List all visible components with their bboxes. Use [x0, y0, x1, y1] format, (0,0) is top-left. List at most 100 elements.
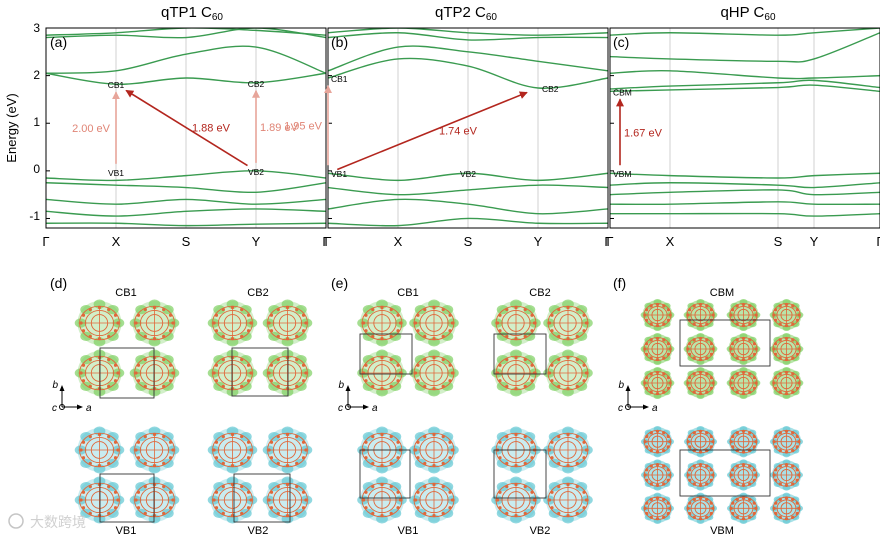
structure-labels: CB1 CB2 VB1 VB2 CB1 CB2 VB1 VB2 CBM VBM: [115, 287, 734, 537]
structure-block: [207, 299, 313, 397]
band-point-label: CB1: [331, 74, 348, 84]
fullerene-cage: [262, 349, 313, 397]
fullerene-cage: [726, 459, 761, 491]
structure-block: [74, 299, 180, 399]
fullerene-cage: [491, 299, 541, 347]
struct-label-d-vb1: VB1: [116, 525, 137, 537]
struct-label-d-cb2: CB2: [247, 287, 268, 299]
axis-a-label-d: a: [86, 403, 92, 414]
fullerene-cage: [640, 367, 675, 399]
unit-cell: [359, 333, 413, 375]
axis-a-arrowhead-d: [77, 404, 83, 410]
band-series-1: [46, 208, 326, 217]
band-series-7: [610, 70, 880, 80]
band-series-3: [610, 182, 880, 189]
band-series-0: [610, 212, 880, 217]
band-lines: [610, 28, 880, 217]
band-series-4: [328, 57, 608, 89]
fullerene-cage: [357, 299, 407, 347]
y-tick-0: 0: [33, 162, 40, 176]
direct-gap-label: 1.67 eV: [624, 127, 663, 139]
fullerene-cage: [357, 476, 407, 524]
fullerene-cage: [74, 349, 125, 397]
band-point-label: CB2: [542, 84, 559, 94]
fullerene-cage: [683, 299, 718, 331]
axis-c-dot-e: [345, 404, 351, 410]
band-series-5: [610, 84, 880, 93]
band-series-6: [328, 32, 608, 41]
struct-label-e-cb2: CB2: [529, 287, 550, 299]
band-point-label: CB2: [248, 79, 265, 89]
band-series-4: [610, 172, 880, 179]
panel-label-b: (b): [331, 34, 348, 50]
band-series-4: [46, 170, 326, 182]
y-axis-label: Energy (eV): [4, 93, 19, 162]
fullerene-cage: [207, 476, 258, 524]
axis-b-arrowhead-f: [625, 385, 631, 391]
band-series-0: [328, 217, 608, 227]
direct-gap-label: 1.89 eV: [260, 122, 299, 134]
watermark-text: 大数跨境: [30, 514, 86, 530]
x-tick-label: X: [112, 234, 121, 249]
fullerene-cage: [262, 426, 313, 474]
x-tick-label: Γ: [606, 234, 613, 249]
band-series-1: [328, 198, 608, 215]
band-series-6: [610, 79, 880, 90]
x-tick-label: Y: [810, 234, 819, 249]
x-tick-label: Γ: [876, 234, 880, 249]
structure-block: [74, 426, 180, 524]
x-tick-label: Y: [252, 234, 261, 249]
band-series-2: [610, 189, 880, 196]
axis-a-label-e: a: [372, 403, 378, 414]
unit-cell: [493, 449, 547, 499]
fullerene-cage: [726, 333, 761, 365]
band-point-label: VBM: [613, 169, 631, 179]
unit-cell: [231, 347, 289, 397]
band-panel-c: Γ X S Y Γ CBM VBM 1.67 eV: [606, 27, 880, 249]
unit-cell: [99, 347, 155, 399]
band-series-5: [328, 45, 608, 72]
band-lines: [46, 28, 326, 227]
fullerene-cage: [769, 492, 804, 525]
fullerene-cage: [129, 349, 180, 397]
direct-gap-label: 1.95 eV: [284, 121, 323, 133]
band-series-2: [328, 184, 608, 196]
fullerene-cage: [726, 425, 761, 458]
fullerene-cage: [207, 299, 258, 347]
unit-cell: [99, 473, 155, 523]
watermark-logo-icon: [8, 513, 24, 529]
fullerene-cage: [207, 349, 258, 397]
crystal-axes-d: b a c: [52, 380, 92, 414]
unit-cell: [359, 449, 411, 499]
panel-label-f: (f): [613, 275, 626, 291]
axis-c-label-d: c: [52, 403, 57, 414]
y-tick-minus1: -1: [29, 209, 40, 223]
structure-block: [640, 425, 804, 525]
crystal-axes-f: b a c: [618, 380, 658, 414]
band-series-3: [46, 182, 326, 194]
fullerene-cage: [74, 426, 125, 474]
fullerene-cage: [726, 367, 761, 399]
band-series-3: [328, 172, 608, 182]
band-point-label: VB1: [108, 168, 124, 178]
struct-label-f-vbm: VBM: [710, 525, 734, 537]
structure-block: [357, 426, 459, 524]
fullerene-cage: [640, 492, 675, 525]
fullerene-cage: [640, 299, 675, 331]
fullerene-cage: [357, 349, 407, 397]
band-point-label: VB1: [331, 169, 347, 179]
axis-a-label-f: a: [652, 403, 658, 414]
y-tick-labels: 3 2 1 0 -1: [29, 21, 40, 223]
x-tick-label: Γ: [324, 234, 331, 249]
fullerene-cage: [491, 476, 541, 524]
struct-label-e-vb1: VB1: [398, 525, 419, 537]
fullerene-cage: [543, 349, 593, 397]
axis-b-arrowhead-e: [345, 385, 351, 391]
band-point-label: CB1: [108, 80, 125, 90]
indirect-gap-label: 1.88 eV: [192, 123, 231, 135]
band-series-8: [610, 32, 880, 63]
fullerene-cage: [769, 367, 804, 399]
band-series-7: [328, 28, 608, 36]
unit-cell: [679, 319, 771, 367]
